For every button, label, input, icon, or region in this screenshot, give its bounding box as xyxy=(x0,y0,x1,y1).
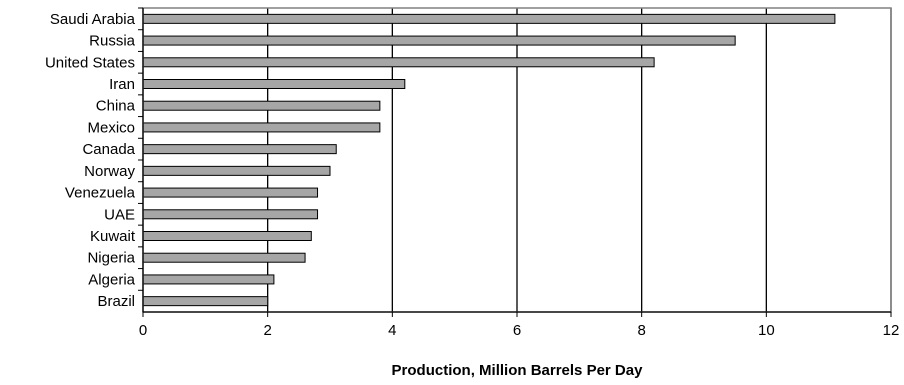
bar-saudi-arabia xyxy=(142,13,836,24)
axes xyxy=(138,7,892,317)
x-axis-title: Production, Million Barrels Per Day xyxy=(392,362,644,379)
bar-brazil xyxy=(142,296,269,307)
category-label-kuwait: Kuwait xyxy=(90,228,136,245)
bar-united-states xyxy=(142,57,655,68)
bars xyxy=(142,13,836,307)
category-label-algeria: Algeria xyxy=(88,271,135,288)
bar-norway xyxy=(142,165,331,176)
bar-canada xyxy=(142,144,337,155)
bar-mexico xyxy=(142,122,381,133)
category-label-brazil: Brazil xyxy=(97,293,135,310)
bar-uae xyxy=(142,209,319,220)
x-tick-label-2: 2 xyxy=(263,322,271,339)
category-label-united-states: United States xyxy=(45,54,135,71)
bar-russia xyxy=(142,35,736,46)
category-label-saudi-arabia: Saudi Arabia xyxy=(50,11,136,28)
category-label-canada: Canada xyxy=(82,141,135,158)
x-tick-labels: 0 2 4 6 8 10 12 xyxy=(139,322,900,339)
category-label-norway: Norway xyxy=(84,163,135,180)
x-tick-label-0: 0 xyxy=(139,322,147,339)
category-label-uae: UAE xyxy=(104,206,135,223)
x-tick-label-8: 8 xyxy=(637,322,645,339)
gridlines xyxy=(267,8,892,312)
bar-kuwait xyxy=(142,231,312,241)
x-tick-label-12: 12 xyxy=(883,322,900,339)
category-label-nigeria: Nigeria xyxy=(87,250,135,267)
x-tick-label-6: 6 xyxy=(513,322,521,339)
bar-china xyxy=(142,100,381,111)
bar-algeria xyxy=(142,274,275,285)
bar-nigeria xyxy=(142,252,306,263)
x-tick-label-4: 4 xyxy=(388,322,396,339)
category-label-iran: Iran xyxy=(109,76,135,93)
category-label-russia: Russia xyxy=(89,33,136,50)
category-labels: Saudi Arabia Russia United States Iran China… xyxy=(45,11,136,310)
category-label-venezuela: Venezuela xyxy=(65,185,136,202)
category-label-mexico: Mexico xyxy=(87,119,135,136)
x-tick-label-10: 10 xyxy=(758,322,775,339)
bar-venezuela xyxy=(142,187,319,198)
category-label-china: China xyxy=(96,98,136,115)
bar-iran xyxy=(142,79,406,89)
